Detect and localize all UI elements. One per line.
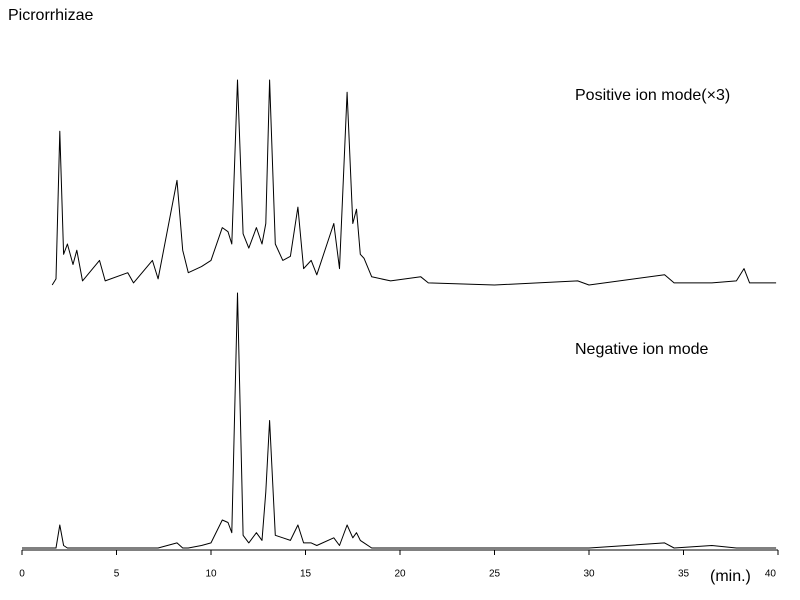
trace [22,292,777,549]
x-tick-label: 35 [678,569,690,580]
positive-mode-label: Positive ion mode(×3) [575,87,730,104]
x-axis-label: (min.) [710,568,751,585]
x-tick-label: 25 [489,569,501,580]
x-tick-label: 15 [300,569,312,580]
negative-mode-label: Negative ion mode [575,341,709,358]
x-tick-label: 0 [19,569,25,580]
x-tick-label: 5 [114,569,120,580]
trace [51,79,777,286]
chart-title: Picrorrhizae [8,7,93,24]
x-tick-label: 10 [205,569,217,580]
x-tick-label: 20 [394,569,406,580]
x-tick-label: 40 [765,569,777,580]
x-tick-label: 30 [583,569,595,580]
